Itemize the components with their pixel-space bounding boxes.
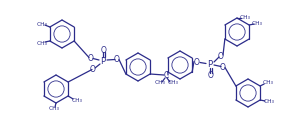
Text: CH₃: CH₃	[155, 80, 166, 85]
Text: O: O	[220, 63, 226, 71]
Text: O: O	[114, 54, 120, 64]
Text: CH₃: CH₃	[36, 22, 47, 27]
Text: O: O	[90, 64, 96, 74]
Text: CH₃: CH₃	[36, 40, 47, 45]
Text: O: O	[88, 54, 94, 63]
Text: P: P	[207, 59, 213, 69]
Text: CH₃: CH₃	[168, 80, 179, 85]
Text: O: O	[208, 70, 214, 80]
Text: CH₃: CH₃	[263, 80, 274, 85]
Text: O: O	[101, 45, 107, 54]
Text: CH₃: CH₃	[252, 20, 263, 25]
Text: C: C	[163, 71, 168, 80]
Text: P: P	[100, 56, 106, 65]
Text: CH₃: CH₃	[48, 106, 59, 111]
Text: CH₃: CH₃	[264, 99, 275, 104]
Text: O: O	[194, 58, 200, 66]
Text: O: O	[218, 52, 224, 60]
Text: CH₃: CH₃	[72, 97, 83, 102]
Text: CH₃: CH₃	[240, 14, 251, 19]
